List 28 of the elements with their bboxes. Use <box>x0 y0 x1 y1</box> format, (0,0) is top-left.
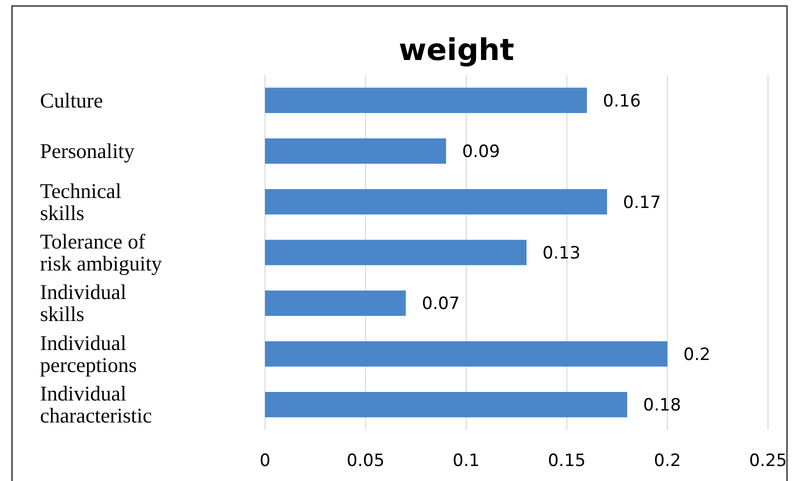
data-label: 0.09 <box>462 142 500 162</box>
bar <box>265 341 668 367</box>
y-tick-label: Technical skills <box>40 178 122 225</box>
x-tick-label: 0.2 <box>654 451 681 471</box>
y-tick-label: Culture <box>40 88 103 112</box>
x-tick-label: 0.25 <box>749 451 787 471</box>
chart-title: weight <box>398 33 514 68</box>
bar <box>265 240 527 266</box>
y-tick-label: Individual skills <box>40 280 126 326</box>
data-label: 0.17 <box>623 192 661 213</box>
data-label: 0.2 <box>683 344 710 365</box>
y-tick-label: Tolerance of risk ambiguity <box>40 230 162 276</box>
x-tick-label: 0 <box>260 451 270 471</box>
bar <box>265 189 608 214</box>
y-tick-label: Individual characteristic <box>40 382 152 428</box>
bar <box>265 88 587 114</box>
y-tick-label: Personality <box>40 139 135 164</box>
bar <box>265 138 446 164</box>
data-label: 0.07 <box>422 294 460 314</box>
data-label: 0.13 <box>542 244 580 264</box>
bar <box>265 392 628 418</box>
data-label: 0.18 <box>643 396 682 416</box>
x-tick-label: 0.15 <box>548 451 586 471</box>
data-label: 0.16 <box>602 91 641 112</box>
y-tick-label: Individual perceptions <box>40 330 137 377</box>
x-tick-label: 0.1 <box>452 451 480 471</box>
bar <box>265 290 406 316</box>
x-tick-label: 0.05 <box>346 451 385 471</box>
